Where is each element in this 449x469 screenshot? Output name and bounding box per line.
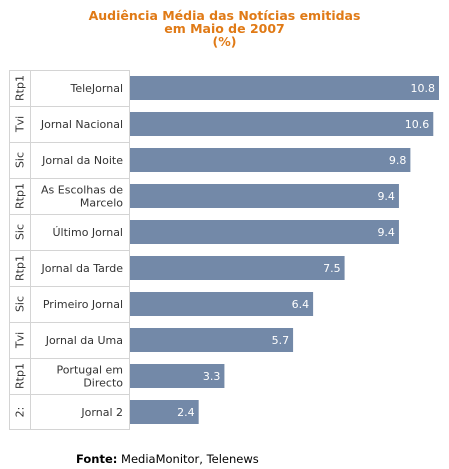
bar-value-label: 7.5 [323,262,341,275]
group-label: Rtp1 [14,255,27,281]
category-label: TeleJornal [69,82,123,95]
source-label: Fonte: [76,452,118,466]
source-text: MediaMonitor, Telenews [117,452,259,466]
chart-title-line-1: Audiência Média das Notícias emitidas [88,8,361,23]
bar-value-label: 2.4 [177,406,195,419]
category-label: Primeiro Jornal [43,298,123,311]
bar [130,256,345,280]
bar [130,112,434,136]
category-label: Portugal em [56,364,123,377]
bar-value-label: 9.8 [389,154,407,167]
group-label: Tvi [14,332,27,349]
bar [130,400,199,424]
category-label: As Escolhas de [41,184,123,197]
category-label: Directo [83,377,123,390]
group-label: Sic [14,296,27,312]
bar-value-label: 10.8 [411,82,436,95]
chart-title-line-3: (%) [212,34,237,49]
bar [130,220,399,244]
group-label: Rtp1 [14,363,27,389]
bar [130,364,225,388]
group-label: Rtp1 [14,75,27,101]
source-note: Fonte: MediaMonitor, Telenews [76,452,259,466]
category-label: Marcelo [80,197,123,210]
category-label: Jornal da Tarde [40,262,123,275]
group-label: Rtp1 [14,183,27,209]
group-label: Sic [14,224,27,240]
bar [130,184,399,208]
bar-value-label: 5.7 [272,334,290,347]
group-label: Tvi [14,116,27,133]
bar-value-label: 6.4 [292,298,310,311]
group-label: 2: [14,407,27,418]
chart-title: Audiência Média das Notícias emitidas em… [0,9,449,48]
bar-value-label: 3.3 [203,370,221,383]
group-label: Sic [14,152,27,168]
category-label: Jornal da Noite [41,154,123,167]
category-label: Último Jornal [53,226,124,239]
bar-value-label: 9.4 [377,226,395,239]
category-label: Jornal Nacional [40,118,123,131]
bar-value-label: 9.4 [377,190,395,203]
bar [130,148,411,172]
bar [130,292,314,316]
bar [130,328,294,352]
bar [130,76,439,100]
category-label: Jornal 2 [80,406,123,419]
chart-title-line-2: em Maio de 2007 [164,21,285,36]
bar-value-label: 10.6 [405,118,430,131]
category-label: Jornal da Uma [45,334,123,347]
